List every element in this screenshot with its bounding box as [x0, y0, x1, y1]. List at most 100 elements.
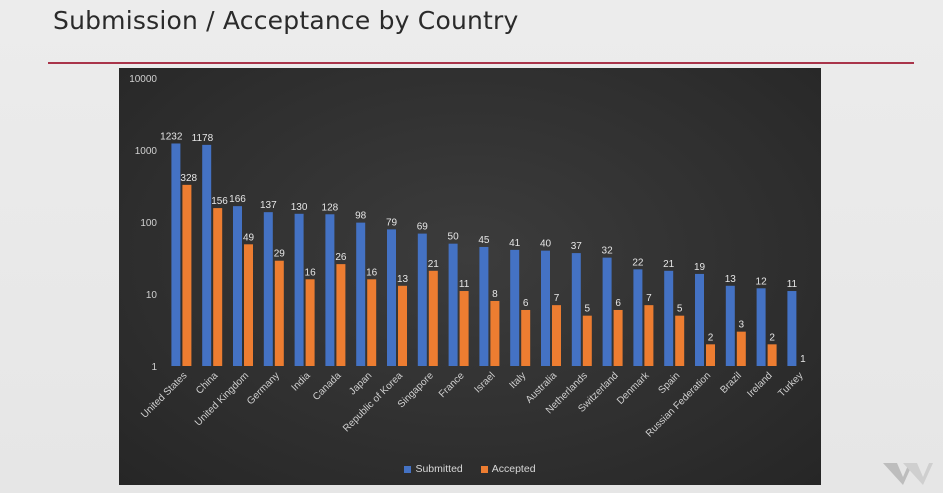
- bar-submitted: [325, 214, 335, 366]
- data-label-submitted: 69: [417, 222, 429, 233]
- data-label-accepted: 49: [243, 232, 255, 243]
- bar-submitted: [602, 257, 612, 366]
- data-label-accepted: 8: [492, 289, 498, 300]
- y-axis-ticks: 1 10 100 1000 10000: [129, 74, 157, 373]
- x-tick-label: United Kingdom: [193, 370, 251, 428]
- bar-submitted: [725, 285, 735, 366]
- x-tick-label: United States: [139, 370, 189, 420]
- bar-submitted: [664, 270, 674, 366]
- slide-title: Submission / Acceptance by Country: [53, 6, 519, 35]
- bar-accepted: [582, 315, 592, 366]
- x-tick-label: Japan: [347, 370, 374, 397]
- data-label-accepted: 3: [739, 320, 745, 331]
- data-label-submitted: 1178: [192, 133, 214, 144]
- data-label-accepted: 6: [523, 298, 529, 309]
- bar-accepted: [552, 305, 561, 366]
- bar-accepted: [274, 260, 284, 366]
- data-label-submitted: 130: [291, 202, 308, 213]
- x-tick-label: Spain: [656, 370, 682, 396]
- data-label-accepted: 6: [615, 298, 621, 309]
- y-tick-label: 100: [140, 218, 157, 229]
- x-tick-label: Turkey: [776, 370, 805, 399]
- bar-accepted: [336, 264, 346, 366]
- bar-submitted: [233, 206, 242, 366]
- legend-label-submitted: Submitted: [415, 463, 463, 475]
- x-tick-label: Italy: [508, 370, 529, 391]
- legend-label-accepted: Accepted: [491, 463, 536, 475]
- x-tick-label: Israel: [472, 370, 497, 395]
- bar-accepted: [182, 184, 192, 366]
- x-tick-label: Canada: [311, 370, 344, 403]
- x-tick-label: Ireland: [745, 370, 774, 399]
- bar-accepted: [613, 309, 623, 366]
- data-label-accepted: 2: [708, 332, 714, 343]
- bar-accepted: [490, 300, 500, 366]
- data-label-submitted: 166: [229, 194, 246, 205]
- y-tick-label: 1: [151, 362, 157, 373]
- x-tick-label: France: [437, 370, 467, 400]
- bar-submitted: [356, 222, 366, 366]
- data-label-accepted: 1: [800, 354, 806, 365]
- data-label-accepted: 5: [677, 304, 683, 315]
- bar-submitted: [387, 229, 396, 366]
- bar-accepted: [736, 331, 746, 366]
- bar-accepted: [675, 315, 685, 366]
- bar-submitted: [202, 144, 212, 366]
- data-label-submitted: 37: [571, 241, 583, 252]
- bar-submitted: [695, 273, 704, 366]
- data-label-accepted: 16: [305, 267, 317, 278]
- legend: Submitted Accepted: [119, 463, 821, 475]
- bar-accepted: [213, 208, 223, 366]
- legend-item-accepted: Accepted: [480, 463, 536, 475]
- data-label-submitted: 45: [478, 235, 490, 246]
- data-label-submitted: 40: [540, 239, 552, 250]
- bar-accepted: [305, 279, 315, 366]
- y-tick-label: 1000: [135, 146, 158, 157]
- data-label-accepted: 7: [554, 293, 560, 304]
- legend-swatch-submitted: [404, 465, 412, 473]
- bar-submitted: [171, 143, 181, 366]
- data-label-submitted: 128: [322, 202, 339, 213]
- bar-accepted: [521, 309, 531, 366]
- data-label-accepted: 11: [459, 279, 470, 290]
- data-label-submitted: 11: [787, 279, 798, 290]
- x-tick-label: India: [290, 370, 313, 393]
- x-tick-label: Denmark: [615, 370, 652, 407]
- bar-accepted: [706, 344, 715, 366]
- data-label-submitted: 12: [756, 276, 768, 287]
- legend-swatch-accepted: [480, 465, 488, 473]
- x-tick-label: Brazil: [718, 370, 743, 395]
- data-label-accepted: 13: [397, 274, 409, 285]
- bar-submitted: [479, 246, 489, 366]
- data-label-submitted: 137: [260, 200, 277, 211]
- data-label-submitted: 79: [386, 217, 398, 228]
- data-label-accepted: 328: [180, 173, 197, 184]
- bar-submitted: [571, 253, 581, 366]
- data-label-accepted: 16: [366, 267, 378, 278]
- bar-submitted: [294, 213, 304, 366]
- bar-submitted: [756, 288, 766, 366]
- chart-panel: 1 10 100 1000 10000 1232 328 1178 156 166 49 137 29…: [119, 68, 821, 485]
- data-label-accepted: 156: [211, 196, 228, 207]
- bar-accepted: [428, 270, 438, 366]
- data-label-submitted: 41: [509, 238, 521, 249]
- bar-submitted: [448, 243, 458, 366]
- bar-submitted: [541, 250, 550, 366]
- logo-icon: [883, 463, 933, 485]
- bar-accepted: [367, 279, 377, 366]
- y-tick-label: 10000: [129, 74, 157, 85]
- data-label-submitted: 13: [725, 274, 737, 285]
- data-label-accepted: 5: [585, 304, 591, 315]
- bar-submitted: [787, 291, 797, 366]
- x-tick-label: China: [194, 370, 221, 397]
- data-label-submitted: 21: [663, 259, 675, 270]
- y-tick-label: 10: [146, 290, 158, 301]
- data-label-accepted: 29: [274, 249, 286, 260]
- bars: [171, 143, 797, 366]
- x-tick-label: Germany: [245, 370, 282, 407]
- data-label-submitted: 22: [632, 257, 644, 268]
- bar-submitted: [633, 269, 643, 366]
- data-label-submitted: 1232: [160, 131, 183, 142]
